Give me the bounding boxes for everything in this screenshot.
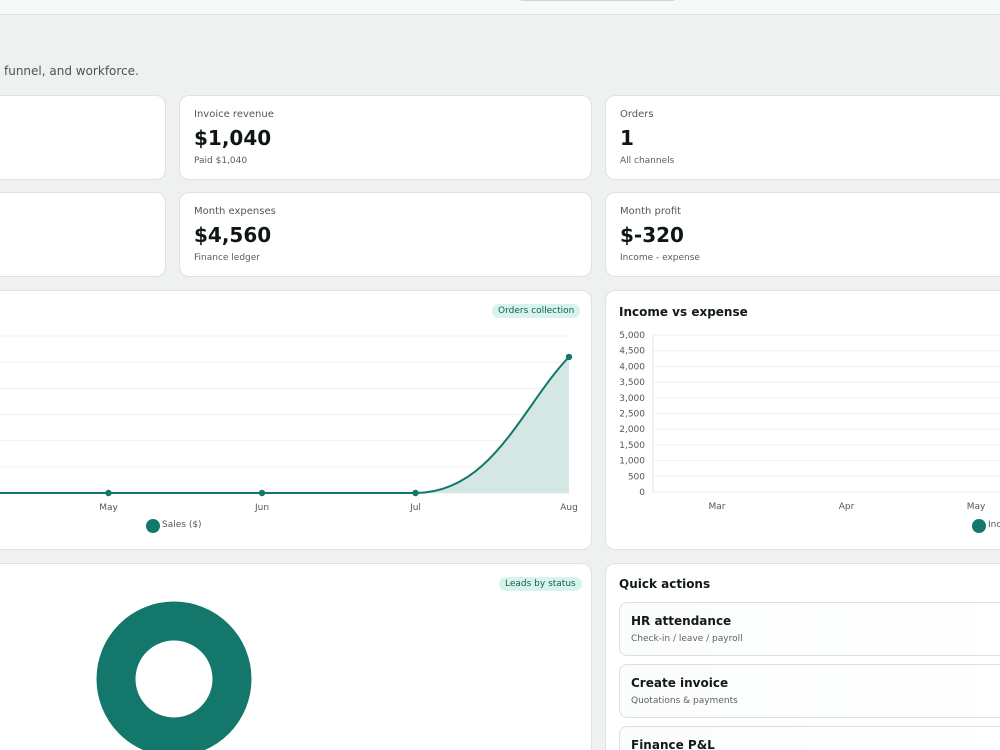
kpi-value: 1 [620, 126, 634, 150]
income-y-tick-label: 4,500 [619, 347, 645, 357]
quick-action-create-invoice[interactable]: Create invoice Quotations & payments [619, 664, 1000, 718]
income-y-tick-label: 3,000 [619, 394, 645, 404]
sales-data-point[interactable] [412, 489, 419, 497]
quick-action-hr-attendance[interactable]: HR attendance Check-in / leave / payroll [619, 602, 1000, 656]
leads-chart-card: Leads by status [0, 563, 592, 750]
sales-data-point[interactable] [258, 489, 266, 497]
income-x-tick-label: Apr [839, 502, 855, 512]
quick-action-sub: Quotations & payments [631, 696, 738, 706]
page-subtitle: funnel, and workforce. [4, 64, 139, 78]
sales-x-tick-label: May [99, 503, 118, 513]
income-y-tick-label: 0 [639, 488, 645, 498]
search-pill[interactable] [515, 0, 680, 1]
kpi-value: $1,040 [194, 126, 272, 150]
kpi-label: Orders [620, 109, 654, 120]
income-legend-swatch [972, 519, 986, 533]
income-y-tick-label: 2,500 [619, 410, 645, 420]
donut-slice[interactable] [96, 601, 252, 750]
leads-donut-chart [96, 601, 252, 750]
quick-actions-title: Quick actions [619, 577, 711, 591]
quick-action-sub: Check-in / leave / payroll [631, 634, 743, 644]
top-bar [0, 0, 1000, 15]
kpi-card-invoice-revenue[interactable]: Invoice revenue $1,040 Paid $1,040 [179, 95, 592, 180]
income-x-tick-label: May [967, 502, 986, 512]
income-y-tick-label: 3,500 [619, 378, 645, 388]
sales-legend-swatch [146, 519, 160, 533]
income-x-tick-label: Mar [709, 502, 726, 512]
income-expense-title: Income vs expense [619, 305, 748, 319]
income-y-tick-label: 2,000 [619, 425, 645, 435]
kpi-sub: All channels [620, 156, 675, 166]
kpi-value: $-320 [620, 223, 684, 247]
kpi-label: Invoice revenue [194, 109, 274, 120]
sales-chart-card: Orders collection May Jun Jul Aug Sales ($) [0, 290, 592, 550]
orders-collection-badge[interactable]: Orders collection [492, 304, 581, 318]
income-y-tick-label: 500 [628, 472, 645, 482]
income-y-tick-label: 4,000 [619, 362, 645, 372]
quick-action-title: HR attendance [631, 614, 732, 628]
kpi-card-month-profit[interactable]: Month profit $-320 Income - expense [605, 192, 1000, 277]
income-expense-card: Income vs expense 5,000 4,500 4,000 3,500 3,… [605, 290, 1000, 550]
sales-area-fill [0, 356, 569, 493]
kpi-card-left-partial [0, 95, 166, 180]
kpi-card-left-partial-2 [0, 192, 166, 277]
sales-x-tick-label: Jun [254, 503, 269, 513]
kpi-card-orders[interactable]: Orders 1 All channels [605, 95, 1000, 180]
sales-x-tick-label: Aug [560, 503, 578, 513]
income-legend-label: Inc [988, 520, 1000, 530]
sales-legend-label: Sales ($) [162, 520, 202, 530]
income-expense-chart: 5,000 4,500 4,000 3,500 3,000 2,500 2,000 1,500… [619, 331, 1000, 512]
quick-action-title: Create invoice [631, 676, 729, 690]
quick-action-finance-pl[interactable]: Finance P&L [619, 726, 1000, 750]
kpi-sub: Paid $1,040 [194, 156, 248, 166]
sales-data-point[interactable] [565, 353, 573, 361]
kpi-value: $4,560 [194, 223, 272, 247]
quick-actions-card: Quick actions HR attendance Check-in / l… [605, 563, 1000, 750]
kpi-label: Month profit [620, 206, 682, 217]
kpi-sub: Finance ledger [194, 253, 260, 263]
sales-data-point[interactable] [105, 489, 112, 497]
kpi-sub: Income - expense [620, 253, 700, 263]
quick-action-title: Finance P&L [631, 738, 715, 750]
income-y-tick-label: 1,500 [619, 441, 645, 451]
sales-x-tick-label: Jul [409, 503, 421, 513]
income-y-tick-label: 1,000 [619, 457, 645, 467]
kpi-card-month-expenses[interactable]: Month expenses $4,560 Finance ledger [179, 192, 592, 277]
income-y-tick-label: 5,000 [619, 331, 645, 341]
sales-area-chart: May Jun Jul Aug [0, 335, 578, 513]
leads-by-status-badge[interactable]: Leads by status [499, 577, 582, 591]
kpi-label: Month expenses [194, 206, 276, 217]
